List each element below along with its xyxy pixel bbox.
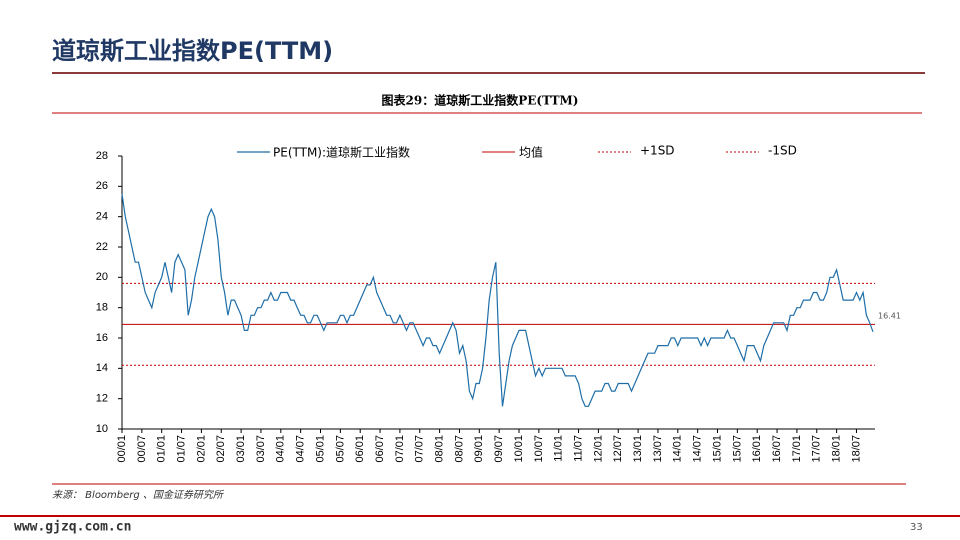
x-tick-label: 09/07 [493, 435, 505, 463]
x-tick-label: 16/01 [751, 435, 763, 463]
y-tick-label: 22 [96, 241, 108, 253]
x-tick-label: 18/01 [831, 435, 843, 463]
y-tick-label: 20 [96, 271, 108, 283]
x-tick-label: 03/07 [255, 435, 267, 463]
x-tick-label: 07/01 [394, 435, 406, 463]
x-tick-label: 01/01 [156, 435, 168, 463]
y-tick-label: 12 [96, 393, 108, 405]
source: 来源： Bloomberg 、国金证券研究所 [52, 489, 225, 501]
x-tick-label: 11/07 [572, 435, 584, 462]
x-tick-label: 13/07 [652, 435, 664, 463]
x-tick-label: 10/01 [513, 435, 525, 463]
legend-label: 均值 [519, 145, 543, 160]
x-tick-label: 17/07 [811, 435, 823, 463]
slide-title: 道琼斯工业指数PE(TTM) [52, 37, 333, 65]
y-tick-label: 26 [96, 180, 108, 192]
x-tick-label: 09/01 [473, 435, 485, 463]
x-tick-label: 03/01 [235, 435, 247, 463]
x-tick-label: 00/07 [136, 435, 148, 463]
y-tick-label: 10 [96, 423, 108, 435]
x-tick-label: 12/01 [592, 435, 604, 463]
y-tick-label: 18 [96, 302, 108, 314]
x-tick-label: 18/07 [850, 435, 862, 463]
x-tick-label: 15/07 [731, 435, 743, 463]
y-tick-label: 16 [96, 332, 108, 344]
x-tick-label: 06/07 [374, 435, 386, 463]
x-tick-label: 05/07 [334, 435, 346, 463]
x-tick-label: 06/01 [354, 435, 366, 463]
y-tick-label: 28 [96, 150, 108, 162]
value-label: 16.41 [878, 311, 901, 320]
x-tick-label: 08/01 [434, 435, 446, 463]
x-tick-label: 15/01 [711, 435, 723, 463]
x-tick-label: 17/01 [791, 435, 803, 463]
x-tick-label: 08/07 [453, 435, 465, 463]
website: www.gjzq.com.cn [14, 520, 131, 535]
x-tick-label: 00/01 [116, 435, 128, 463]
y-tick-label: 14 [96, 362, 108, 374]
x-tick-label: 14/01 [672, 435, 684, 463]
x-tick-label: 07/07 [414, 435, 426, 463]
x-tick-label: 04/07 [295, 435, 307, 463]
x-tick-label: 12/07 [612, 435, 624, 463]
x-tick-label: 10/07 [533, 435, 545, 463]
x-tick-label: 05/01 [314, 435, 326, 463]
x-tick-label: 02/07 [215, 435, 227, 463]
legend-label: +1SD [640, 144, 675, 158]
x-tick-label: 16/07 [771, 435, 783, 463]
x-tick-label: 01/07 [175, 435, 187, 463]
series-line [121, 193, 874, 407]
x-tick-label: 14/07 [692, 435, 704, 463]
x-tick-label: 02/01 [195, 435, 207, 463]
page-number: 33 [910, 522, 923, 533]
x-tick-label: 04/01 [275, 435, 287, 463]
x-tick-label: 11/01 [553, 435, 565, 462]
legend-label: PE(TTM):道琼斯工业指数 [273, 145, 410, 160]
legend-label: -1SD [768, 144, 797, 158]
chart-title: 图表29：道琼斯工业指数PE(TTM) [382, 93, 579, 108]
x-tick-label: 13/01 [632, 435, 644, 463]
y-tick-label: 24 [96, 211, 108, 223]
